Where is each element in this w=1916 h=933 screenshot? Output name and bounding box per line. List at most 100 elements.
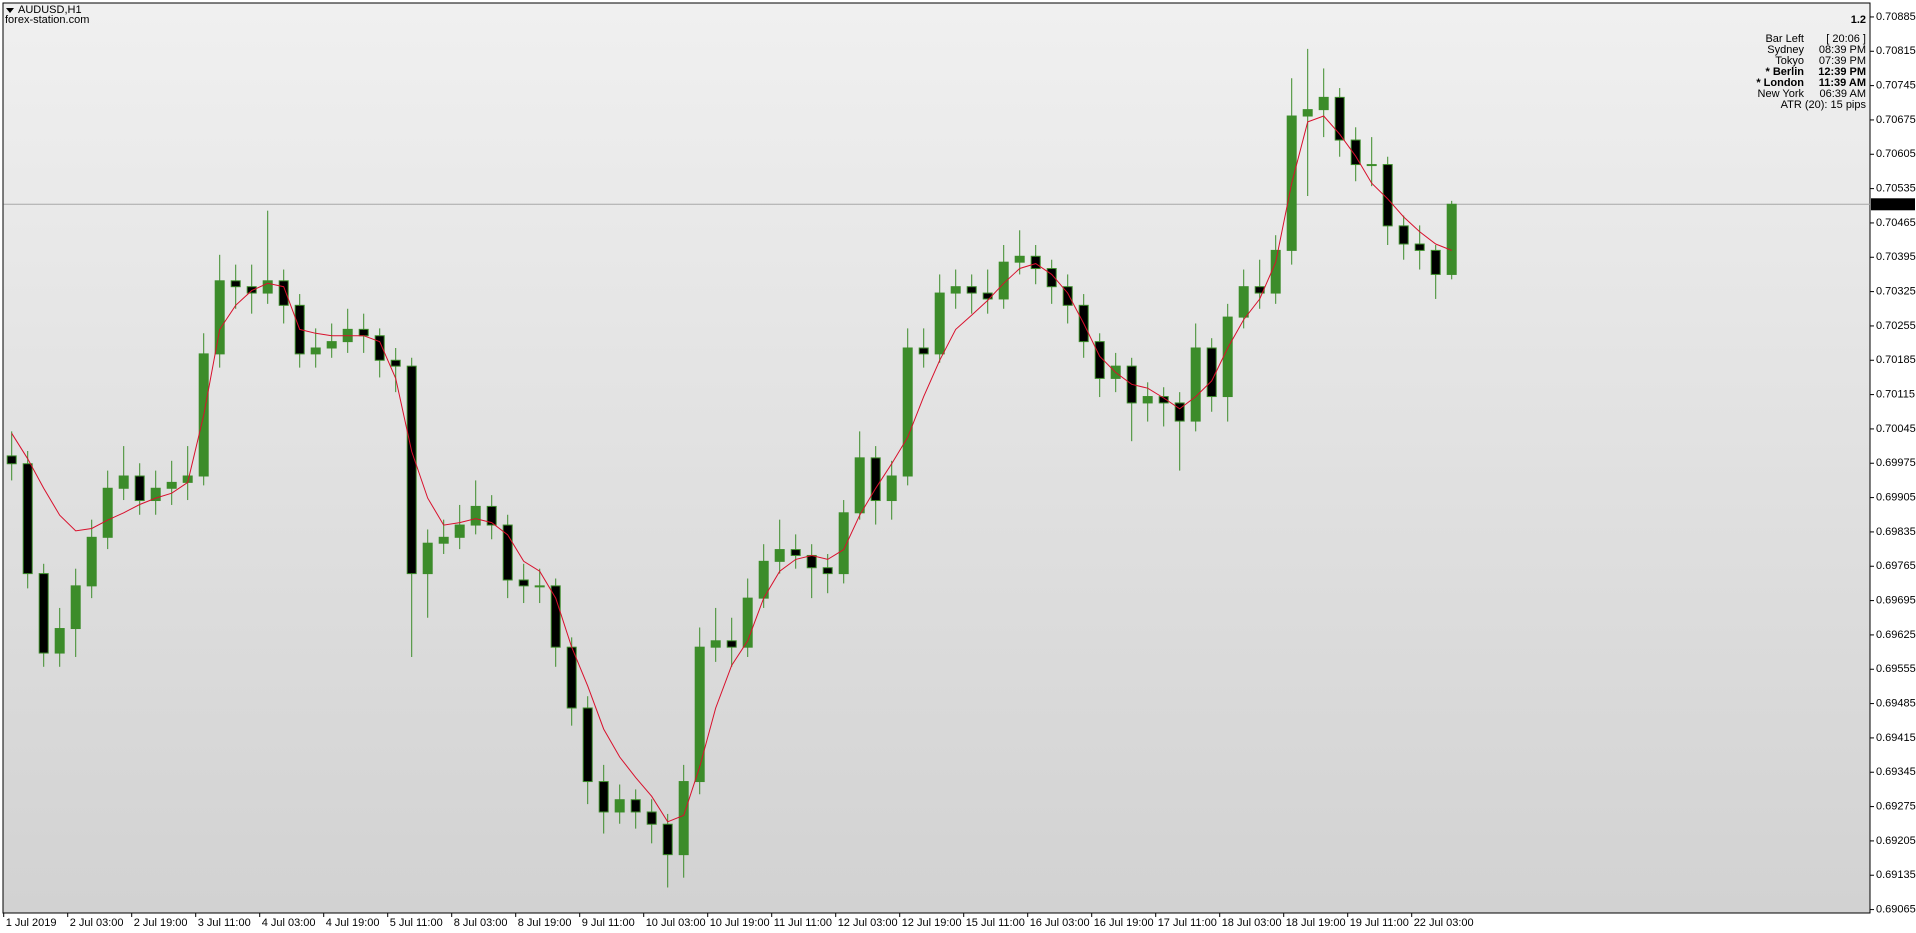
candle-body (998, 261, 1009, 300)
y-tick-label: 0.69905 (1876, 491, 1916, 503)
candle-body (870, 457, 881, 502)
info-row-value: 11:39 AM (1819, 77, 1866, 89)
candle-body (358, 328, 369, 337)
x-tick-label: 18 Jul 19:00 (1286, 917, 1346, 929)
price-label-box (1871, 198, 1915, 211)
info-row-label: Sydney (1767, 44, 1804, 56)
x-tick-label: 22 Jul 03:00 (1414, 917, 1474, 929)
candle-body (710, 640, 721, 648)
candle-body (806, 554, 817, 569)
price-label: 0.70503 (1874, 198, 1914, 210)
candle-body (566, 646, 577, 709)
y-tick-label: 0.70465 (1876, 217, 1916, 229)
candle-body (950, 286, 961, 294)
x-tick-label: 9 Jul 11:00 (582, 917, 635, 929)
candle-body (550, 585, 561, 648)
candle-body (1046, 268, 1057, 288)
y-tick-label: 0.70395 (1876, 251, 1916, 263)
candle-body (1206, 347, 1217, 398)
candle-body (1174, 402, 1185, 422)
candle-body (790, 549, 801, 556)
candle-body (502, 524, 513, 581)
y-tick-label: 0.70325 (1876, 286, 1916, 298)
candle-body (214, 280, 225, 355)
candle-body (598, 781, 609, 813)
candle-body (22, 463, 33, 575)
x-tick-label: 17 Jul 11:00 (1158, 917, 1217, 929)
info-row-value: 07:39 PM (1819, 55, 1866, 67)
candle-body (1238, 286, 1249, 318)
x-tick-label: 11 Jul 11:00 (774, 917, 832, 929)
candle-body (86, 536, 97, 587)
x-tick-label: 8 Jul 03:00 (454, 917, 508, 929)
y-tick-label: 0.70535 (1876, 183, 1916, 195)
source-label: forex-station.com (5, 14, 89, 26)
y-tick-label: 0.69205 (1876, 835, 1916, 847)
candle-body (422, 542, 433, 575)
y-tick-label: 0.70885 (1876, 11, 1916, 23)
candle-body (1302, 109, 1313, 117)
candle-body (902, 347, 913, 477)
info-row-value: [ 20:06 ] (1826, 33, 1866, 45)
candle-body (854, 457, 865, 514)
candle-body (246, 286, 257, 294)
y-tick-label: 0.70255 (1876, 320, 1916, 332)
x-tick-label: 10 Jul 03:00 (646, 917, 706, 929)
y-tick-label: 0.70185 (1876, 354, 1916, 366)
info-row-label: * Berlin (1765, 66, 1804, 78)
candle-body (374, 335, 385, 361)
candle-body (1446, 203, 1457, 275)
x-tick-label: 16 Jul 19:00 (1094, 917, 1154, 929)
candle-body (694, 646, 705, 783)
info-row-value: 08:39 PM (1819, 44, 1866, 56)
candle-body (1414, 243, 1425, 251)
candle-body (166, 481, 177, 489)
candle-body (278, 280, 289, 306)
candle-body (1398, 225, 1409, 245)
candle-body (742, 597, 753, 648)
candle-body (934, 292, 945, 355)
y-tick-label: 0.70605 (1876, 148, 1916, 160)
candle-body (838, 512, 849, 575)
candle-body (886, 475, 897, 502)
x-tick-label: 8 Jul 19:00 (518, 917, 572, 929)
candle-body (582, 707, 593, 783)
x-tick-label: 19 Jul 11:00 (1350, 917, 1409, 929)
x-tick-label: 12 Jul 19:00 (902, 917, 962, 929)
info-row-label: Bar Left (1765, 33, 1804, 45)
y-tick-label: 0.70745 (1876, 80, 1916, 92)
candle-body (614, 799, 625, 813)
candle-body (230, 280, 241, 288)
candle-body (1350, 139, 1361, 166)
candle-body (262, 280, 273, 294)
x-tick-label: 4 Jul 19:00 (326, 917, 380, 929)
candle-body (326, 341, 337, 349)
info-row-value: 06:39 AM (1820, 88, 1866, 100)
candle-body (70, 585, 81, 630)
y-tick-label: 0.70045 (1876, 423, 1916, 435)
candle-body (134, 475, 145, 502)
candle-body (1366, 164, 1377, 167)
candle-body (1382, 164, 1393, 227)
candle-body (630, 799, 641, 813)
candle-body (1190, 347, 1201, 422)
candle-body (438, 536, 449, 544)
candle-body (534, 585, 545, 588)
x-tick-label: 2 Jul 19:00 (134, 917, 188, 929)
candle-body (774, 549, 785, 562)
candle-body (918, 347, 929, 355)
candle-body (822, 567, 833, 575)
candle-body (54, 628, 65, 654)
symbol-label: AUDUSD,H1 (18, 4, 82, 16)
candle-body (1142, 396, 1153, 404)
plot-area (2, 2, 1871, 914)
candle-body (1014, 255, 1025, 263)
candle-body (102, 487, 113, 538)
candle-body (470, 505, 481, 526)
candle-body (1062, 286, 1073, 306)
candle-body (1158, 396, 1169, 404)
candle-body (662, 823, 673, 856)
x-tick-label: 18 Jul 03:00 (1222, 917, 1282, 929)
